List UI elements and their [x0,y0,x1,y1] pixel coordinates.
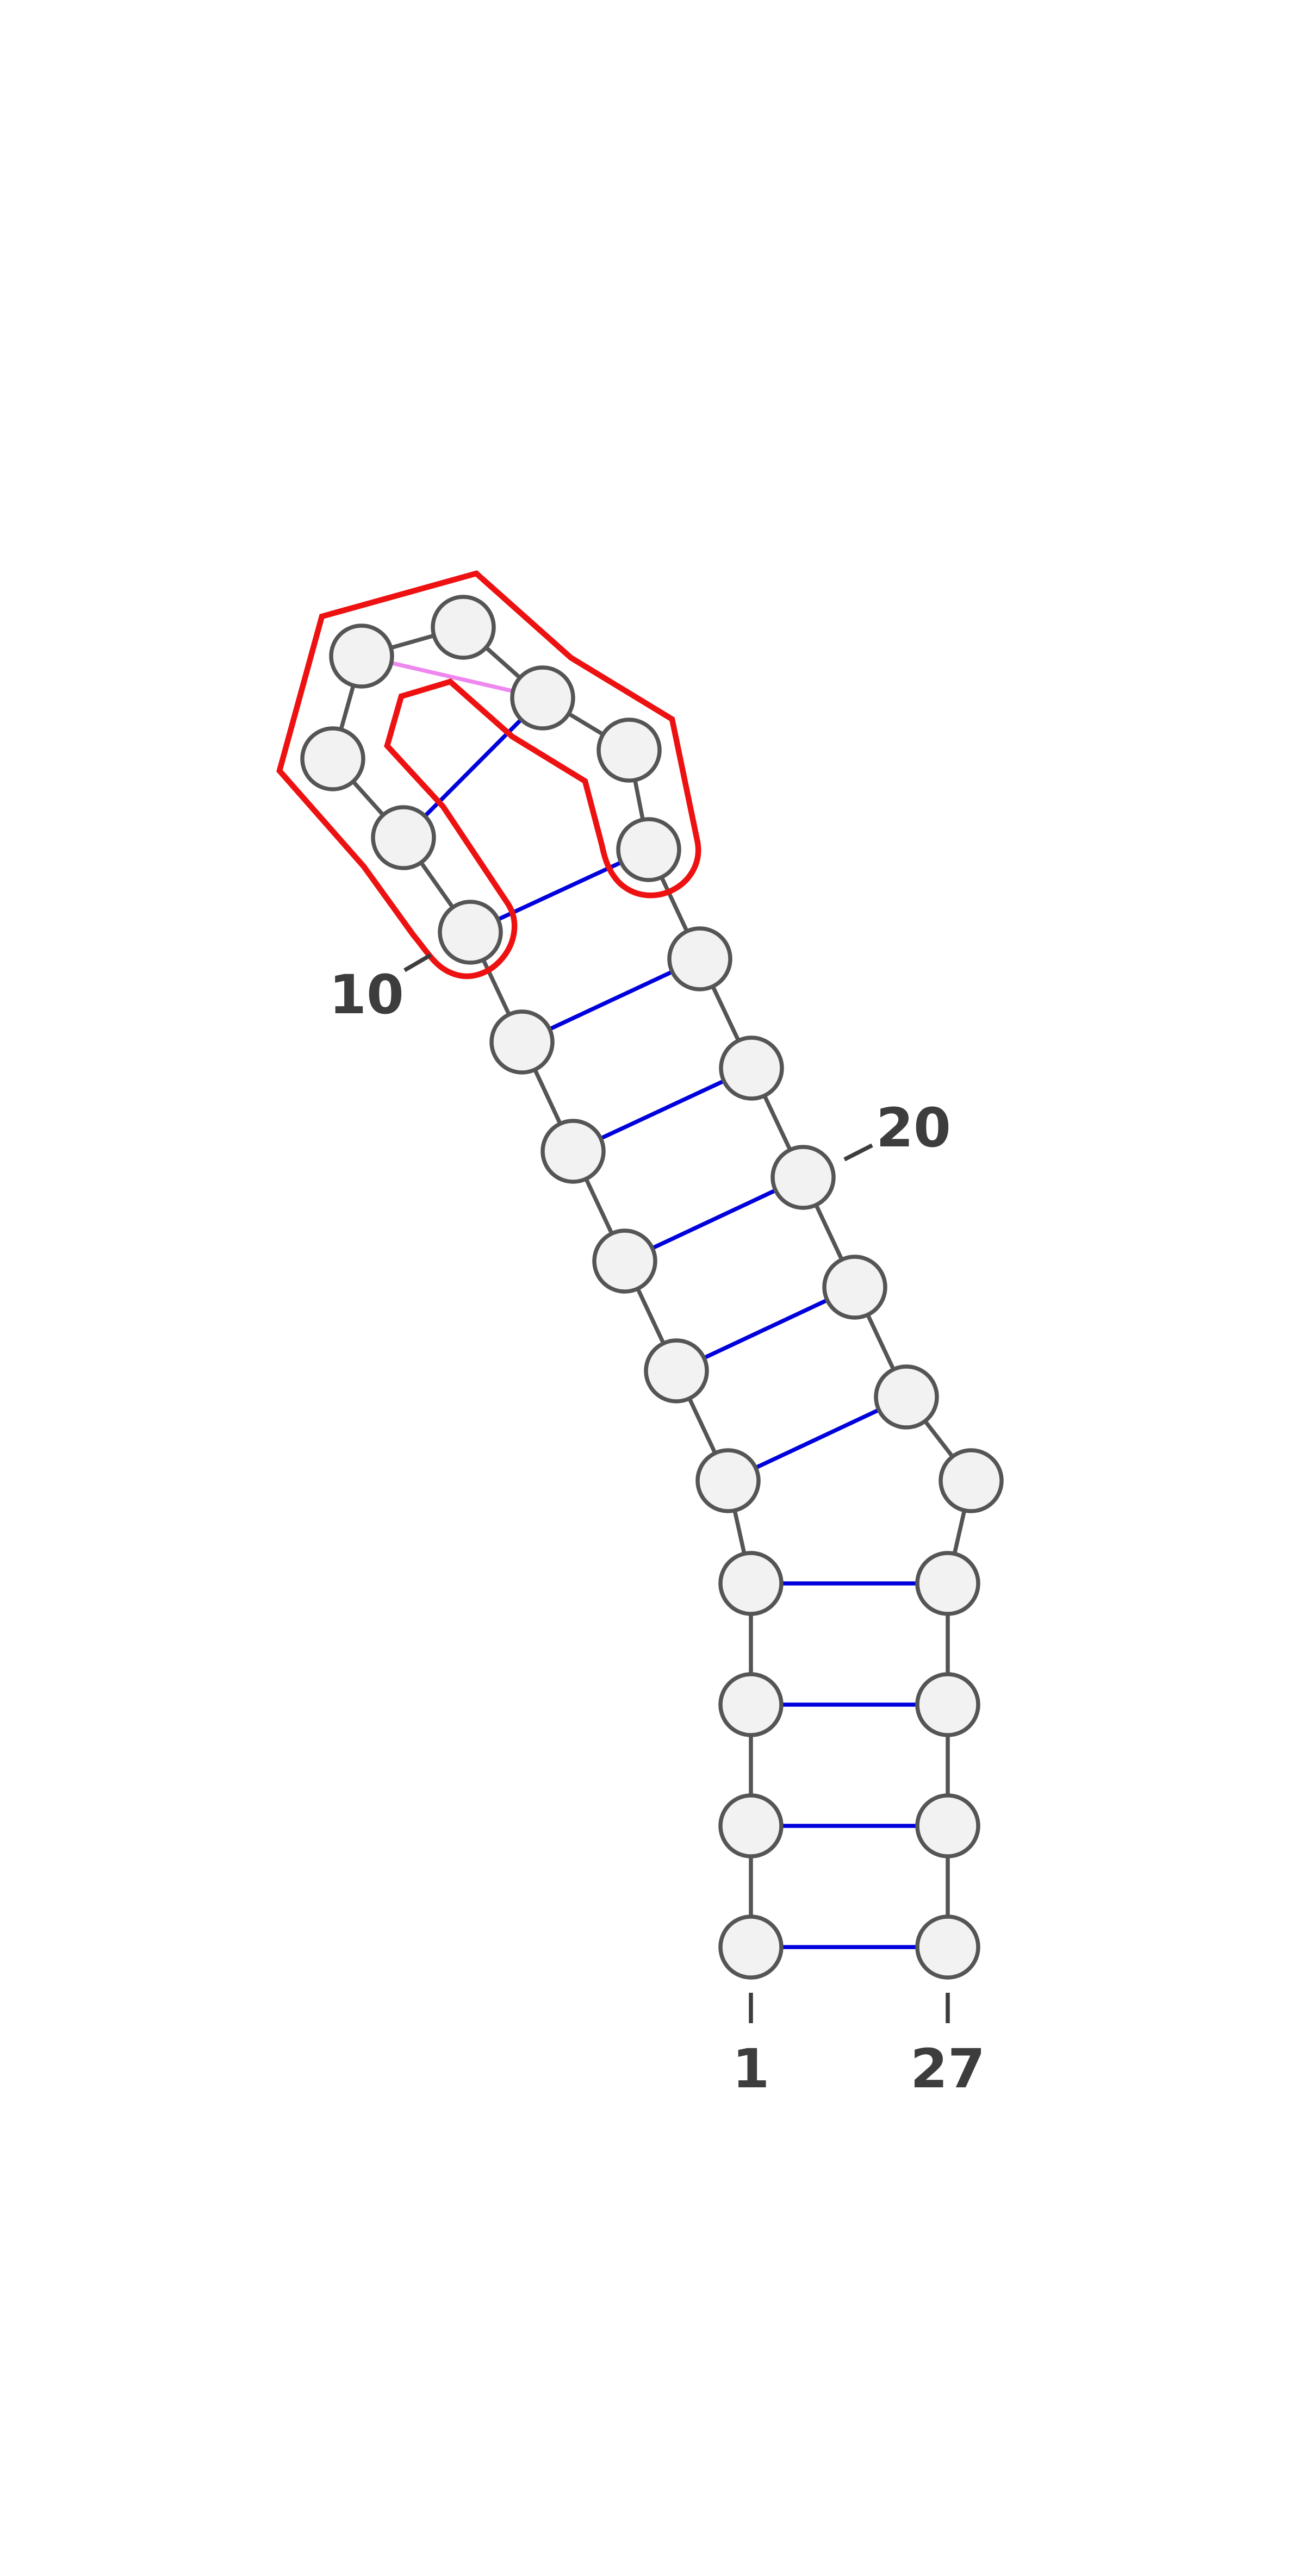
nucleotides [300,595,1004,1980]
base-pair-10-17 [469,847,650,934]
label-27: 27 [910,1993,985,2100]
nucleotide-8 [540,1119,606,1184]
tick-10 [403,953,432,972]
nucleotide-16 [596,718,662,783]
nucleotide-2 [718,1793,784,1858]
nucleotide-10 [438,900,503,965]
nucleotide-13 [329,623,394,689]
label-1-text: 1 [732,2038,770,2100]
nucleotide-26 [915,1793,980,1858]
label-10: 10 [329,953,432,1026]
nucleotide-7 [592,1228,657,1294]
nucleotide-5 [695,1448,761,1513]
label-10-text: 10 [329,964,404,1026]
nucleotide-17 [616,817,681,882]
nucleotide-20 [770,1145,836,1210]
nucleotide-19 [719,1036,784,1101]
base-pair-11-15 [402,696,544,839]
tick-20 [843,1143,873,1162]
nucleotide-12 [300,726,365,791]
highlight-outline [276,570,701,980]
nucleotide-3 [718,1672,784,1737]
nucleotide-4 [718,1551,784,1616]
base-pair-5-22 [727,1395,908,1483]
nucleotide-18 [667,926,732,991]
nucleotide-9 [489,1009,555,1075]
label-27-text: 27 [910,2038,985,2100]
nucleotide-25 [915,1672,980,1737]
label-20-text: 20 [876,1097,951,1159]
base-pair-8-19 [572,1066,753,1153]
nucleotide-11 [371,805,436,870]
base-pair-9-18 [521,957,701,1044]
base-pair-7-20 [624,1175,804,1263]
nucleotide-27 [915,1914,980,1980]
nucleotide-14 [431,595,496,660]
nucleotide-15 [510,665,575,731]
nucleotide-6 [644,1338,709,1404]
label-20: 20 [843,1097,951,1162]
nucleotide-22 [874,1364,939,1430]
label-1: 1 [732,1993,770,2100]
base-pair-6-21 [675,1285,856,1373]
nucleotide-24 [915,1551,980,1616]
nucleotide-1 [718,1914,784,1980]
nucleotide-21 [822,1255,887,1320]
nucleotide-23 [939,1448,1004,1513]
